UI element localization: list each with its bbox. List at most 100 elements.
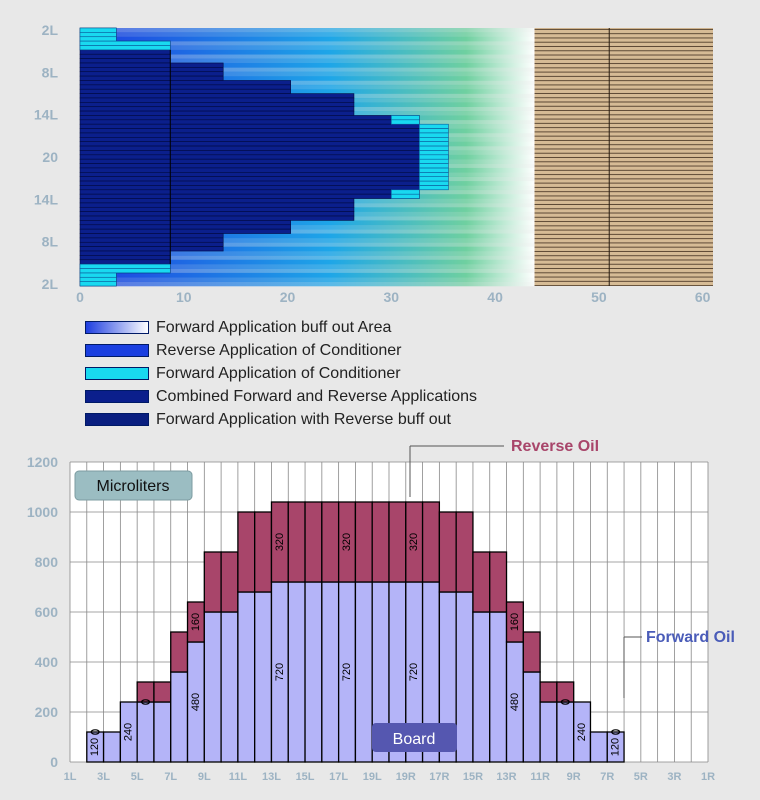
forward-conditioner-cell (419, 158, 449, 164)
oil-bar (254, 511, 273, 593)
x-tick-label: 7L (164, 771, 177, 783)
combined-application-row (79, 180, 420, 186)
combined-application-row (79, 49, 171, 55)
combined-application-row (79, 123, 420, 129)
oil-bar (304, 501, 323, 583)
forward-conditioner-cell (391, 115, 420, 121)
oil-bar (371, 501, 390, 583)
bar-value-label: 120 (610, 738, 622, 756)
oil-bar (136, 681, 155, 703)
buff-out-row (80, 54, 535, 59)
buff-out-row (80, 224, 535, 230)
combined-application-row (79, 106, 355, 112)
bar-value-label: 320 (341, 533, 353, 551)
legend-label: Combined Forward and Reverse Application… (156, 387, 478, 405)
buff-out-row (80, 246, 535, 252)
board-bar (556, 701, 575, 763)
buff-out-row (80, 264, 535, 269)
combined-application-row (79, 110, 355, 116)
board-bar (304, 581, 323, 763)
oil-bar (489, 551, 508, 613)
forward-conditioner-cell (419, 128, 449, 134)
board-bar (522, 671, 541, 763)
forward-conditioner-cell (419, 141, 449, 147)
legend-label: Forward Application buff out Area (156, 318, 392, 336)
x-tick-label: 13R (496, 771, 516, 783)
oil-bar (388, 501, 407, 583)
buff-out-row (80, 28, 535, 33)
y-tick-label: 1200 (27, 454, 58, 470)
combined-application-row (79, 58, 171, 64)
legend-swatch (85, 413, 149, 426)
oil-bar (203, 551, 222, 613)
combined-application-row (79, 150, 420, 156)
buff-out-row (80, 281, 535, 287)
combined-application-row (79, 176, 420, 182)
buff-out-row (80, 242, 535, 247)
y-tick-label: 2L (42, 22, 59, 38)
bar-value-label: 240 (576, 723, 588, 741)
combined-application-row (79, 220, 291, 226)
buff-out-row (80, 237, 535, 243)
marker-dot (560, 699, 570, 705)
bar-value-label: 720 (274, 663, 286, 681)
y-tick-label: 1000 (27, 504, 58, 520)
buff-out-row (80, 49, 535, 55)
x-tick-label: 15R (463, 771, 483, 783)
legend-item: Combined Forward and Reverse Application… (85, 385, 477, 408)
oil-bar (438, 511, 457, 593)
buff-out-row (80, 80, 535, 86)
forward-conditioner-cell (79, 268, 171, 274)
bar-value-label: 240 (123, 723, 135, 741)
x-tick-label: 7R (600, 771, 614, 783)
oil-bar (287, 501, 306, 583)
x-tick-label: 3L (97, 771, 110, 783)
buff-out-row (80, 268, 535, 274)
x-tick-label: 60 (695, 289, 711, 305)
x-tick-label: 0 (76, 289, 84, 305)
combined-application-row (79, 228, 291, 234)
combined-application-row (79, 202, 355, 208)
board-bar (153, 701, 172, 763)
marker-dot (90, 729, 100, 735)
y-tick-label: 0 (50, 754, 58, 770)
marker-dot (611, 729, 621, 735)
x-tick-label: 10 (176, 289, 192, 305)
x-tick-label: 15L (296, 771, 315, 783)
forward-oil-label: Forward Oil (646, 629, 735, 646)
forward-conditioner-cell (79, 272, 117, 278)
forward-conditioner-cell (79, 276, 117, 282)
combined-application-row (79, 128, 420, 134)
forward-conditioner-cell (419, 172, 449, 177)
buff-out-row (80, 58, 535, 64)
board-bar (472, 611, 491, 763)
oil-bar (421, 501, 441, 583)
oil-bar (321, 501, 340, 583)
oil-bar (539, 681, 558, 703)
forward-conditioner-cell (419, 180, 449, 186)
forward-conditioner-cell (391, 189, 420, 195)
forward-conditioner-cell (419, 163, 449, 169)
combined-application-row (79, 158, 420, 164)
combined-application-row (79, 255, 171, 261)
buff-out-row (80, 45, 535, 51)
combined-application-row (79, 198, 355, 204)
legend-swatch (85, 367, 149, 380)
board-bar (489, 611, 508, 763)
combined-application-row (79, 132, 420, 138)
bar-value-label: 480 (509, 693, 521, 711)
bar-value-label: 720 (408, 663, 420, 681)
bar-value-label: 480 (190, 693, 202, 711)
combined-application-row (79, 193, 420, 199)
combined-application-row (79, 215, 355, 221)
forward-conditioner-cell (419, 185, 449, 191)
legend-item: Forward Application with Reverse buff ou… (85, 408, 477, 431)
unit-label: Microliters (97, 478, 170, 495)
combined-application-row (79, 259, 171, 265)
board-bar (170, 671, 189, 763)
board-bar (606, 731, 625, 763)
legend-swatch (85, 344, 149, 357)
legend-item: Forward Application buff out Area (85, 316, 477, 339)
combined-application-row (79, 185, 420, 191)
combined-application-row (79, 67, 224, 73)
